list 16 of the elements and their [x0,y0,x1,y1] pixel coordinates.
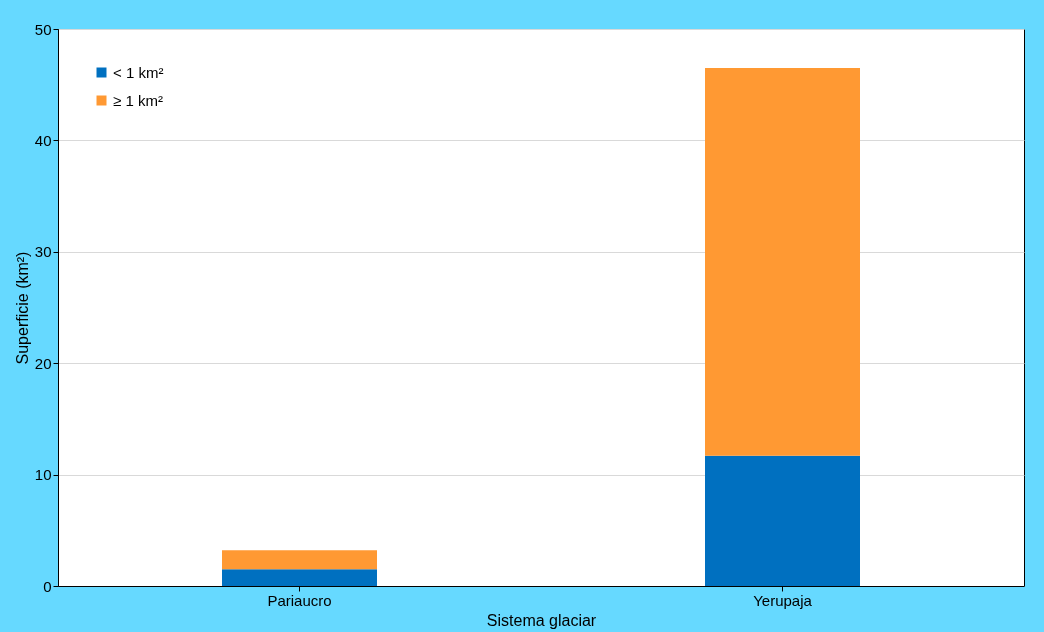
x-tick-label: Pariaucro [267,591,332,609]
y-tick-label: 50 [34,20,52,38]
legend-label: < 1 km² [113,63,164,81]
bar [222,569,377,586]
x-axis-title: Sistema glaciar [486,611,597,629]
bar [705,67,860,456]
legend-label: ≥ 1 km² [113,91,163,109]
bar [222,550,377,570]
bar [705,455,860,586]
y-axis-title: Superficie (km²) [13,251,31,365]
y-tick-label: 20 [34,354,52,372]
y-tick-label: 40 [34,131,52,149]
y-tick-label: 30 [34,243,52,261]
y-tick-label: 10 [34,466,52,484]
y-tick-label: 0 [43,577,52,595]
x-tick-label: Yerupaja [753,591,813,609]
